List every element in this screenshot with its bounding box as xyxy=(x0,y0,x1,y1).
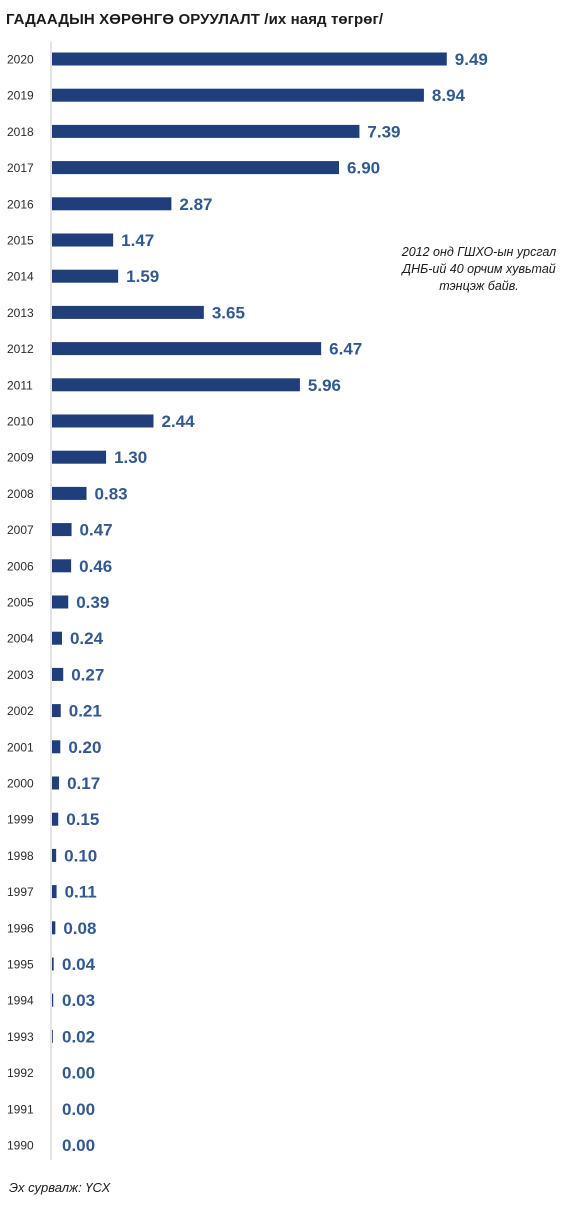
value-label: 0.03 xyxy=(62,991,95,1010)
year-label: 1998 xyxy=(7,849,34,863)
year-label: 2012 xyxy=(7,342,34,356)
value-label: 0.08 xyxy=(63,919,96,938)
source-note: Эх сурвалж: ҮСХ xyxy=(9,1180,111,1195)
value-label: 0.47 xyxy=(80,521,113,540)
value-label: 3.65 xyxy=(212,303,245,322)
value-label: 0.00 xyxy=(62,1064,95,1083)
year-label: 2018 xyxy=(7,125,34,139)
value-label: 9.49 xyxy=(455,50,488,69)
value-label: 0.21 xyxy=(69,702,102,721)
year-label: 2019 xyxy=(7,89,34,103)
year-label: 2014 xyxy=(7,270,34,284)
year-label: 1999 xyxy=(7,813,34,827)
year-label: 2008 xyxy=(7,487,34,501)
value-label: 0.02 xyxy=(62,1027,95,1046)
value-label: 0.10 xyxy=(64,846,97,865)
bar xyxy=(52,52,447,66)
value-label: 0.83 xyxy=(95,484,128,503)
year-label: 2013 xyxy=(7,306,34,320)
value-label: 0.17 xyxy=(67,774,100,793)
bar xyxy=(52,740,61,754)
value-label: 8.94 xyxy=(432,86,466,105)
year-label: 2004 xyxy=(7,632,34,646)
year-label: 2017 xyxy=(7,161,34,175)
value-label: 0.46 xyxy=(79,557,112,576)
bar xyxy=(52,378,300,392)
bar xyxy=(52,414,154,428)
bar xyxy=(52,885,57,899)
bar-chart: 2020 9.49 2019 8.94 2018 7.39 2017 6.90 2016 2.87… xyxy=(7,42,488,1160)
year-label: 1993 xyxy=(7,1030,34,1044)
value-label: 6.90 xyxy=(347,159,380,178)
year-label: 2007 xyxy=(7,523,34,537)
chart-title: ГАДААДЫН ХӨРӨНГӨ ОРУУЛАЛТ /их наяд төгрө… xyxy=(6,11,384,28)
year-label: 2015 xyxy=(7,234,34,248)
bar xyxy=(52,704,61,718)
bar xyxy=(52,667,64,681)
value-label: 0.04 xyxy=(62,955,96,974)
year-label: 2003 xyxy=(7,668,34,682)
bar xyxy=(52,1029,53,1043)
year-label: 1995 xyxy=(7,958,34,972)
bar xyxy=(52,812,59,826)
year-label: 1994 xyxy=(7,994,34,1008)
year-label: 2020 xyxy=(7,53,34,67)
year-label: 2006 xyxy=(7,559,34,573)
value-label: 0.39 xyxy=(76,593,109,612)
year-label: 1997 xyxy=(7,885,34,899)
bar xyxy=(52,342,322,356)
year-label: 2010 xyxy=(7,415,34,429)
value-label: 0.20 xyxy=(68,738,101,757)
value-label: 6.47 xyxy=(329,340,362,359)
bar xyxy=(52,848,57,862)
year-label: 1996 xyxy=(7,921,34,935)
bar xyxy=(52,559,72,573)
value-label: 1.59 xyxy=(126,267,159,286)
value-label: 0.00 xyxy=(62,1100,95,1119)
year-label: 2000 xyxy=(7,777,34,791)
bar xyxy=(52,486,87,500)
value-label: 2.44 xyxy=(162,412,196,431)
year-label: 2011 xyxy=(7,378,33,392)
bar xyxy=(52,233,114,247)
value-label: 0.15 xyxy=(66,810,99,829)
value-label: 0.00 xyxy=(62,1136,95,1155)
bar xyxy=(52,776,60,790)
bars-layer: 2020 9.49 2019 8.94 2018 7.39 2017 6.90 2016 2.87… xyxy=(7,50,488,1155)
value-label: 1.47 xyxy=(121,231,154,250)
bar xyxy=(52,993,54,1007)
value-label: 0.24 xyxy=(70,629,104,648)
bar xyxy=(52,921,56,935)
year-label: 2005 xyxy=(7,596,34,610)
bar xyxy=(52,88,424,102)
value-label: 7.39 xyxy=(367,122,400,141)
value-label: 1.30 xyxy=(114,448,147,467)
year-label: 2002 xyxy=(7,704,34,718)
year-label: 2016 xyxy=(7,197,34,211)
value-label: 0.11 xyxy=(65,883,97,902)
bar xyxy=(52,305,204,319)
year-label: 1992 xyxy=(7,1066,34,1080)
year-label: 1990 xyxy=(7,1139,34,1153)
bar xyxy=(52,161,340,175)
year-label: 1991 xyxy=(7,1102,34,1116)
chart-annotation: 2012 онд ГШХО-ын урсгал ДНБ-ий 40 орчим … xyxy=(401,245,557,293)
bar xyxy=(52,450,107,464)
bar xyxy=(52,957,54,971)
year-label: 2009 xyxy=(7,451,34,465)
value-label: 2.87 xyxy=(179,195,212,214)
value-label: 0.27 xyxy=(71,665,104,684)
bar xyxy=(52,197,172,211)
year-label: 2001 xyxy=(7,740,34,754)
value-label: 5.96 xyxy=(308,376,341,395)
bar xyxy=(52,631,62,645)
bar xyxy=(52,269,119,283)
bar xyxy=(52,124,360,138)
bar xyxy=(52,595,69,609)
bar xyxy=(52,523,72,537)
